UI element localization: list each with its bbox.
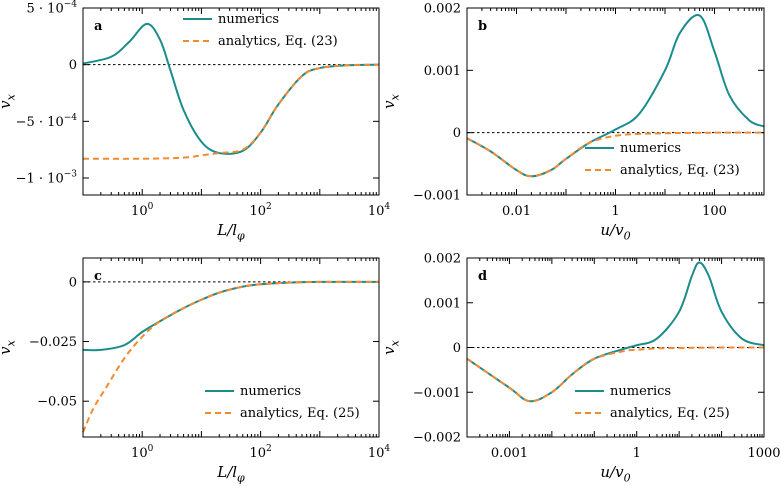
legend-entry: analytics, Eq. (23)	[218, 34, 338, 49]
x-tick-label: 0.001	[491, 446, 528, 461]
numerics-line	[466, 13, 765, 178]
y-axis-label: vx	[0, 339, 18, 354]
analytics-line	[466, 131, 765, 178]
panel-c: 100 102 104 0 −0.025 −0.05 c L/lφ vx numerics anal…	[0, 257, 391, 485]
y-tick-label: 0.001	[424, 64, 461, 79]
legend-entry: numerics	[610, 384, 671, 399]
numerics-line	[466, 261, 765, 403]
x-tick-label: 102	[249, 202, 271, 219]
x-axis-label: u/v0	[600, 463, 630, 485]
panel-d: 0.001 1 1000 0.002 0.001 0 −0.001 −0.002 d u/v0 vx…	[380, 252, 781, 485]
y-tick-label: 0.002	[424, 2, 461, 17]
x-axis-label: L/lφ	[216, 463, 245, 485]
legend-entry: analytics, Eq. (25)	[610, 406, 730, 421]
x-tick-label: 100	[131, 444, 154, 461]
analytics-line	[466, 346, 765, 403]
numerics-line	[82, 280, 380, 352]
y-tick-label: 0	[453, 341, 461, 356]
x-tick-label: 1000	[747, 446, 780, 461]
y-tick-label: −0.025	[29, 335, 77, 350]
x-tick-label: 1	[611, 204, 619, 219]
y-axis-label: vx	[0, 93, 18, 108]
x-tick-label: 100	[702, 204, 727, 219]
analytics-line	[82, 280, 380, 433]
panel-letter: c	[94, 269, 102, 284]
legend: numerics analytics, Eq. (23)	[585, 141, 740, 178]
plot-frame	[82, 257, 380, 438]
analytics-line	[82, 63, 380, 160]
x-tick-label: 100	[131, 202, 154, 219]
y-tick-label: 0.002	[424, 252, 461, 267]
y-tick-label: 0	[69, 58, 77, 73]
x-axis-label: L/lφ	[216, 221, 245, 243]
y-tick-label: 0	[69, 275, 77, 290]
y-tick-label: −0.001	[413, 386, 461, 401]
x-tick-label: 102	[249, 444, 271, 461]
x-tick-label: 0.01	[502, 204, 531, 219]
plot-frame	[466, 7, 765, 196]
y-axis-label: vx	[380, 93, 402, 108]
y-tick-label: 0	[453, 126, 461, 141]
y-tick-label: −0.001	[413, 189, 461, 204]
legend-entry: analytics, Eq. (25)	[240, 406, 360, 421]
panel-a: 100 102 104 5 · 10−4 0 −5 · 10−4 −1 · 10−3 a L/l…	[0, 0, 391, 243]
y-tick-label: −1 · 10−3	[16, 170, 78, 187]
y-tick-label: −5 · 10−4	[16, 113, 78, 130]
panel-letter: d	[478, 269, 487, 284]
legend-entry: numerics	[620, 141, 681, 156]
y-tick-label: −0.002	[413, 431, 461, 446]
plot-frame	[466, 257, 765, 438]
x-tick-label: 104	[368, 202, 391, 219]
panel-b: 0.01 1 100 0.002 0.001 0 −0.001 b u/v0 vx numerics…	[380, 2, 765, 243]
panel-letter: b	[478, 19, 487, 34]
legend: numerics analytics, Eq. (25)	[575, 384, 730, 421]
legend: numerics analytics, Eq. (25)	[205, 384, 360, 421]
x-tick-label: 104	[368, 444, 391, 461]
legend-entry: numerics	[240, 384, 301, 399]
plot-frame	[82, 7, 380, 196]
x-tick-label: 1	[633, 446, 641, 461]
panel-letter: a	[94, 19, 103, 34]
x-axis-label: u/v0	[600, 221, 630, 243]
y-axis-label: vx	[380, 339, 402, 354]
y-tick-label: −0.05	[37, 395, 77, 410]
legend: numerics analytics, Eq. (23)	[183, 12, 338, 49]
legend-entry: numerics	[218, 12, 279, 27]
legend-entry: analytics, Eq. (23)	[620, 163, 740, 178]
y-tick-label: 0.001	[424, 296, 461, 311]
y-tick-label: 5 · 10−4	[27, 0, 78, 16]
